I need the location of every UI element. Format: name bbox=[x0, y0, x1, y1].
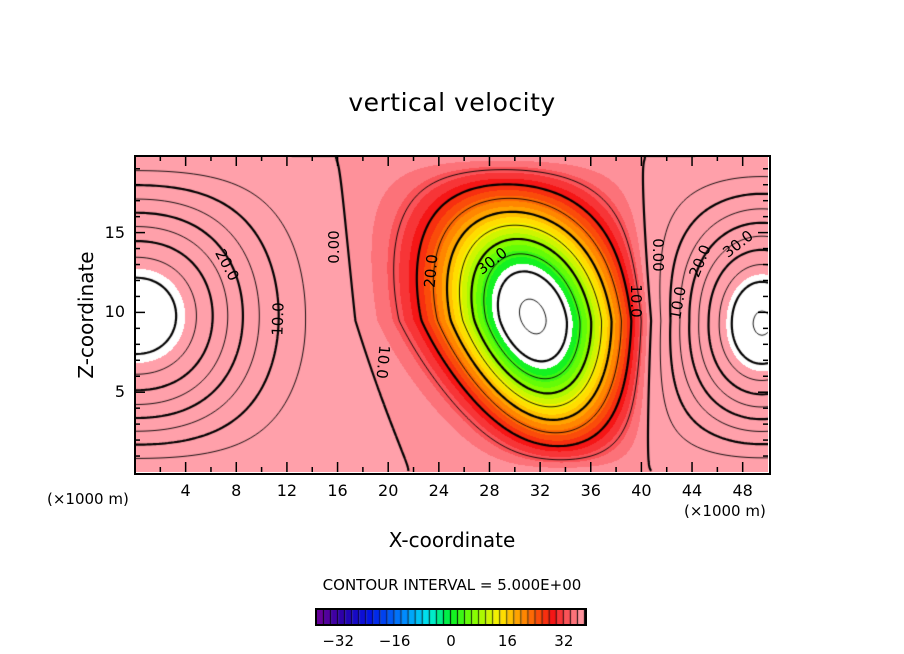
colorbar bbox=[315, 608, 587, 626]
x-tick-label: 20 bbox=[378, 481, 399, 500]
x-axis-label: X-coordinate bbox=[388, 528, 516, 552]
x-tick-label: 16 bbox=[327, 481, 348, 500]
x-tick-label: 8 bbox=[231, 481, 242, 500]
contour-label: 10.0 bbox=[627, 284, 646, 318]
contour-plot-area bbox=[135, 156, 768, 472]
colorbar-tick-label: 16 bbox=[497, 632, 517, 650]
x-unit-label-right: (×1000 m) bbox=[684, 502, 766, 520]
x-tick-label: 40 bbox=[631, 481, 652, 500]
colorbar-tick-label: 0 bbox=[446, 632, 456, 650]
x-tick-label: 32 bbox=[529, 481, 551, 500]
colorbar-tick-label: −32 bbox=[322, 632, 354, 650]
x-tick-label: 28 bbox=[479, 481, 500, 500]
x-tick-label: 48 bbox=[732, 481, 753, 500]
contour-label: 0.00 bbox=[324, 230, 343, 264]
contour-label: 20.0 bbox=[420, 253, 442, 289]
contour-interval-label: CONTOUR INTERVAL = 5.000E+00 bbox=[322, 576, 582, 594]
colorbar-tick-label: −16 bbox=[378, 632, 411, 650]
y-tick-label: 5 bbox=[114, 382, 125, 402]
x-tick-label: 44 bbox=[681, 481, 703, 500]
y-axis-label: Z-coordinate bbox=[74, 251, 98, 379]
y-tick-label: 15 bbox=[104, 222, 125, 242]
colorbar-tick-label: 32 bbox=[554, 632, 574, 650]
chart-title: vertical velocity bbox=[348, 88, 556, 117]
x-unit-label-left: (×1000 m) bbox=[47, 490, 129, 508]
contour-label: 0.00 bbox=[648, 238, 667, 272]
x-tick-label: 12 bbox=[276, 481, 298, 500]
x-tick-label: 36 bbox=[580, 481, 601, 500]
contour-label: 10.0 bbox=[372, 344, 394, 380]
x-tick-label: 4 bbox=[180, 481, 191, 500]
contour-label: 10.0 bbox=[268, 301, 288, 336]
y-tick-label: 10 bbox=[104, 302, 125, 322]
x-tick-label: 24 bbox=[428, 481, 450, 500]
